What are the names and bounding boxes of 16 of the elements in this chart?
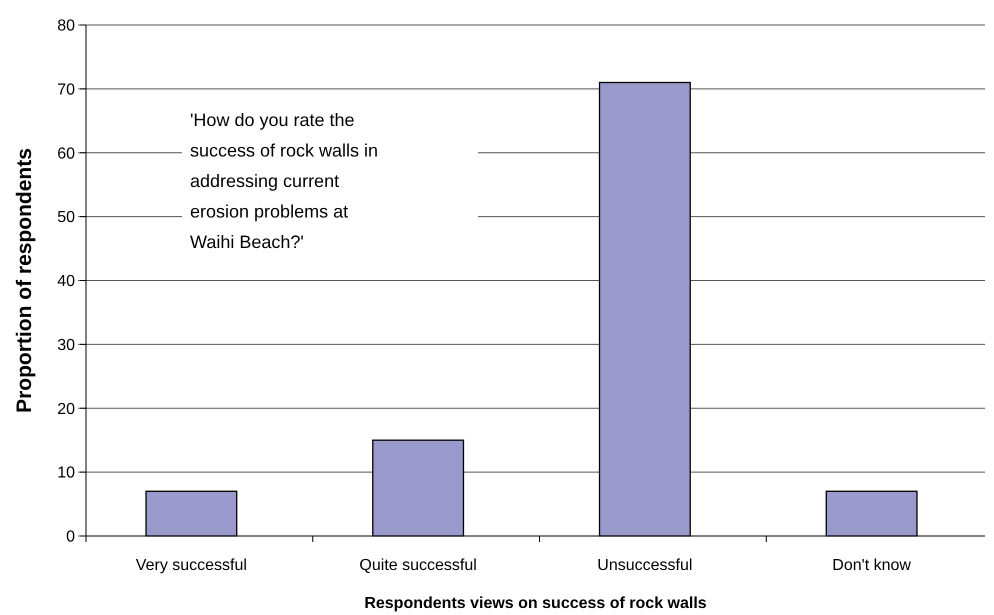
y-axis-title: Proportion of respondents — [13, 148, 36, 413]
x-tick-label: Very successful — [136, 557, 247, 574]
x-tick-label: Don't know — [832, 557, 912, 574]
x-tick-label: Quite successful — [359, 557, 477, 574]
y-tick-label: 40 — [57, 273, 76, 290]
y-tick-label: 10 — [57, 464, 76, 482]
y-tick-label: 80 — [57, 18, 76, 35]
x-tick-label: Unsuccessful — [597, 557, 692, 574]
y-tick-label: 0 — [66, 528, 76, 546]
y-tick-label: 60 — [57, 145, 76, 162]
x-axis-title: Respondents views on success of rock walls — [364, 595, 707, 612]
y-tick-label: 50 — [57, 209, 76, 226]
y-tick-label: 30 — [57, 336, 76, 354]
annotation: 'How do you rate the success of rock walls in addressing current erosion problems at Waihi Beach?' — [190, 110, 378, 252]
y-tick-label: 20 — [57, 400, 76, 418]
y-tick-label: 70 — [57, 81, 76, 98]
